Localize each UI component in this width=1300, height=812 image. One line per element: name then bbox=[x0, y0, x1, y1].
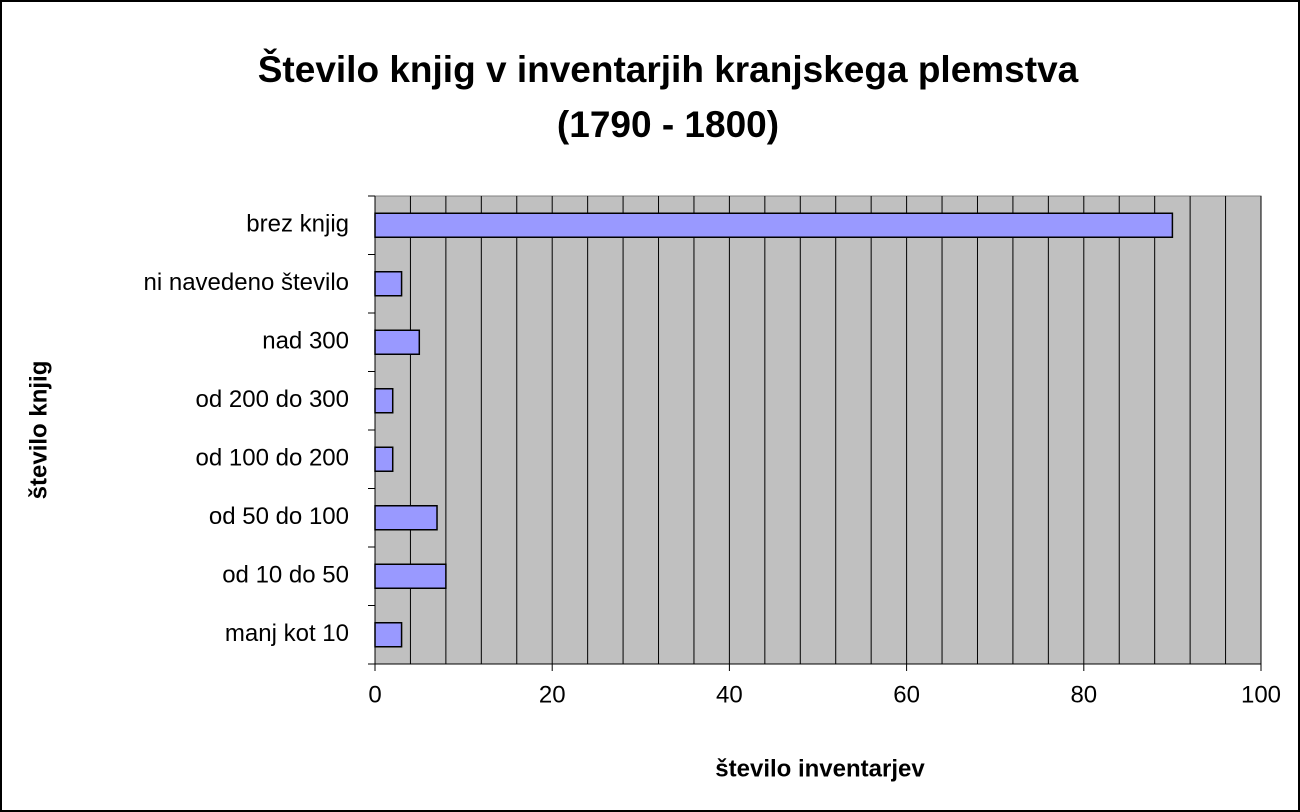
y-tick-label: brez knjig bbox=[246, 211, 349, 238]
y-tick-label: nad 300 bbox=[262, 328, 349, 355]
y-tick-label: manj kot 10 bbox=[225, 620, 349, 647]
bar bbox=[374, 329, 421, 355]
chart-title: (1790 - 1800) bbox=[557, 104, 779, 145]
bar bbox=[374, 563, 447, 589]
chart-title: Število knjig v inventarjih kranjskega p… bbox=[258, 48, 1079, 90]
bar bbox=[374, 446, 394, 472]
y-tick-label: od 10 do 50 bbox=[222, 562, 349, 589]
bar bbox=[374, 622, 403, 648]
y-axis-label: število knjig bbox=[25, 361, 52, 500]
y-tick-label: od 200 do 300 bbox=[196, 386, 349, 413]
y-tick-label: od 100 do 200 bbox=[196, 445, 349, 472]
bar bbox=[374, 505, 438, 531]
y-tick-label: ni navedeno število bbox=[144, 269, 349, 296]
y-tick-label: od 50 do 100 bbox=[209, 503, 349, 530]
x-tick-label: 100 bbox=[1241, 681, 1281, 708]
x-axis-label: število inventarjev bbox=[715, 755, 925, 782]
x-tick-label: 20 bbox=[539, 681, 566, 708]
x-tick-label: 0 bbox=[368, 681, 381, 708]
x-tick-label: 40 bbox=[716, 681, 743, 708]
bar bbox=[374, 271, 403, 297]
plot-area bbox=[374, 195, 1262, 665]
bar bbox=[374, 388, 394, 414]
x-tick-label: 80 bbox=[1070, 681, 1097, 708]
x-tick-label: 60 bbox=[893, 681, 920, 708]
bar bbox=[374, 212, 1174, 238]
